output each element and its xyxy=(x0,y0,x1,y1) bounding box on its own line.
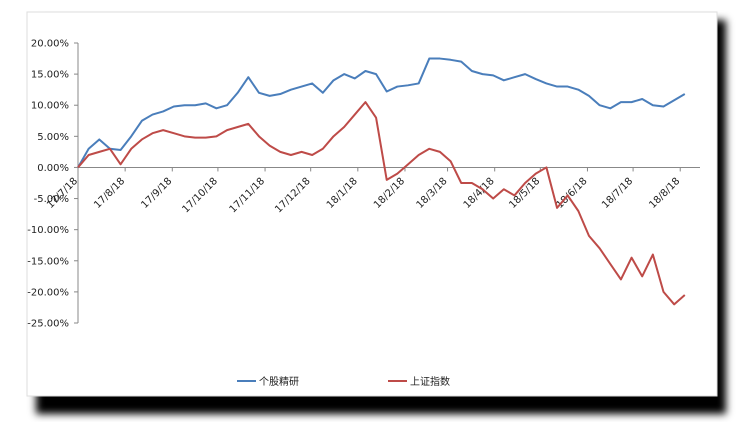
y-tick-label: -10.00% xyxy=(27,225,69,236)
y-tick-label: 10.00% xyxy=(31,101,69,112)
y-tick-label: 15.00% xyxy=(31,70,69,81)
y-tick-label: 0.00% xyxy=(37,163,69,174)
series-line xyxy=(77,57,686,168)
y-tick-label: 5.00% xyxy=(37,132,69,143)
y-tick-label: -20.00% xyxy=(27,287,69,298)
legend-label: 上证指数 xyxy=(410,375,450,388)
y-tick-label: 20.00% xyxy=(31,39,69,50)
y-tick-label: -25.00% xyxy=(27,319,69,330)
y-tick-label: -5.00% xyxy=(34,194,69,205)
y-tick-label: -15.00% xyxy=(27,256,69,267)
card xyxy=(26,11,718,397)
series-line xyxy=(77,101,686,306)
legend-label: 个股精研 xyxy=(259,375,299,388)
